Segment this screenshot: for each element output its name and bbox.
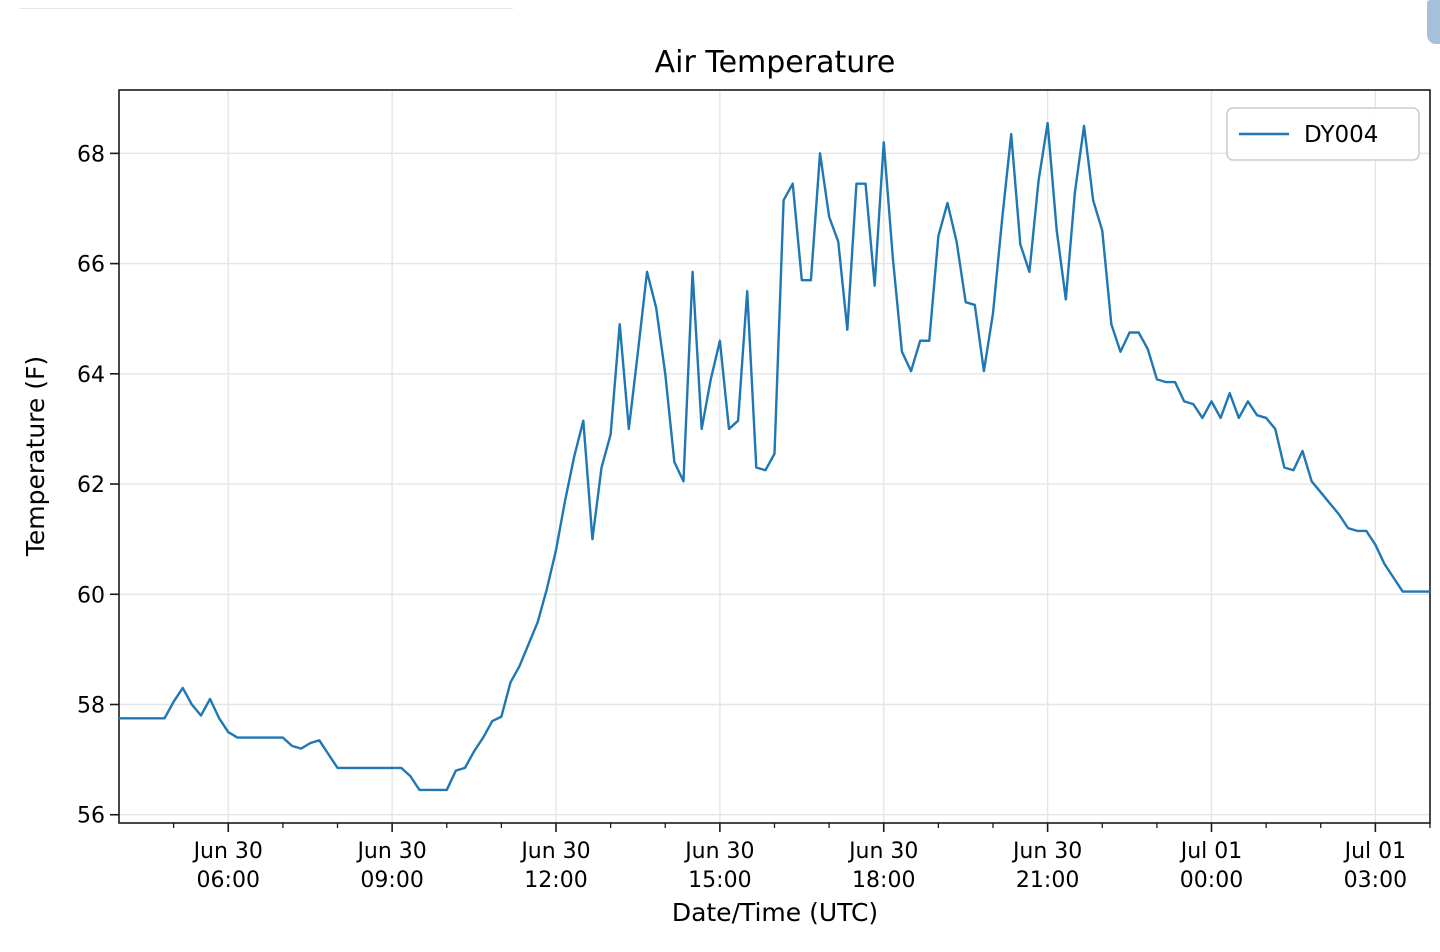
x-tick-label: Jun 30 — [519, 839, 590, 864]
scrollbar-thumb[interactable] — [1427, 0, 1440, 44]
y-tick-label: 56 — [77, 804, 105, 829]
x-tick-label: 21:00 — [1016, 868, 1079, 893]
x-tick-label: 06:00 — [197, 868, 260, 893]
axis-ticks — [110, 152, 1431, 832]
x-tick-label: Jun 30 — [683, 839, 754, 864]
plot-border — [118, 89, 1431, 824]
x-tick-label: 00:00 — [1180, 868, 1243, 893]
legend-box — [1226, 107, 1420, 161]
x-tick-label: Jul 01 — [1179, 839, 1243, 864]
x-tick-label: Jun 30 — [847, 839, 918, 864]
x-tick-label: 18:00 — [852, 868, 915, 893]
chart-title: Air Temperature — [655, 45, 896, 80]
x-tick-label: 15:00 — [688, 868, 751, 893]
legend-label: DY004 — [1304, 122, 1378, 148]
grid-lines — [119, 90, 1430, 823]
y-tick-label: 60 — [77, 583, 105, 608]
y-axis-label: Temperature (F) — [21, 356, 50, 557]
tick-labels: Jun 30 06:00 Jun 30 09:00 Jun 30 12:00 Jun 30 1… — [77, 142, 1407, 893]
x-tick-label: 09:00 — [360, 868, 423, 893]
y-tick-label: 66 — [77, 253, 105, 278]
x-tick-label: 03:00 — [1344, 868, 1407, 893]
x-tick-label: Jun 30 — [355, 839, 426, 864]
x-tick-label: Jun 30 — [1011, 839, 1082, 864]
legend: DY004 — [1226, 107, 1420, 161]
x-axis-label: Date/Time (UTC) — [672, 898, 878, 927]
x-tick-label: Jul 01 — [1343, 839, 1407, 864]
temperature-line — [117, 121, 1432, 792]
y-tick-label: 58 — [77, 694, 105, 719]
y-tick-label: 62 — [77, 473, 105, 498]
x-tick-label: Jun 30 — [192, 839, 263, 864]
x-tick-label: 12:00 — [524, 868, 587, 893]
y-tick-label: 68 — [77, 142, 105, 167]
y-tick-label: 64 — [77, 363, 105, 388]
toolbar-divider — [19, 8, 513, 9]
